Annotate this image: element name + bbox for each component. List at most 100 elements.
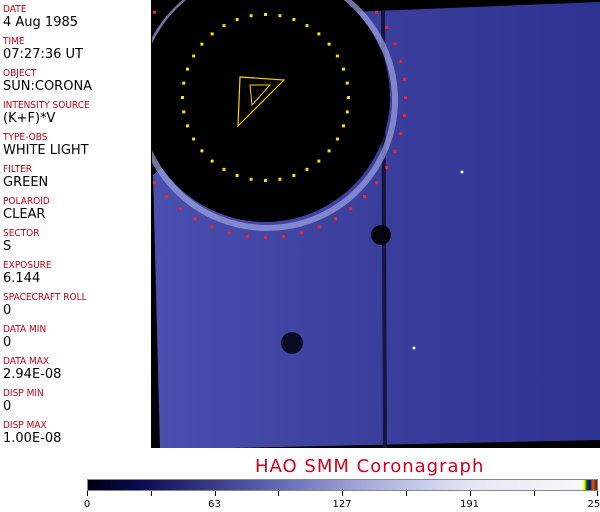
field-time: TIME 07:27:36 UT	[3, 36, 83, 62]
colorbar-tick-label: 0	[83, 499, 91, 510]
field-label: SPACECRAFT ROLL	[3, 292, 87, 303]
grid-dot	[245, 234, 249, 238]
grid-dot	[282, 234, 286, 238]
grid-dot	[399, 59, 403, 63]
grid-dot	[305, 167, 309, 171]
grid-dot	[349, 207, 353, 211]
colorbar-tick-label: 127	[332, 499, 352, 510]
field-date: DATE 4 Aug 1985	[3, 4, 78, 30]
field-label: DATA MIN	[3, 324, 47, 335]
grid-dot	[186, 124, 190, 128]
colorbar-tick	[533, 491, 535, 496]
grid-dot	[222, 24, 226, 28]
field-value: (K+F)*V	[3, 111, 56, 126]
grid-dot	[235, 18, 239, 22]
grid-dot	[327, 149, 331, 153]
metadata-panel: DATE 4 Aug 1985 TIME 07:27:36 UT OBJECT SUN:C…	[0, 0, 152, 448]
grid-dot	[200, 149, 204, 153]
field-label: TIME	[3, 36, 25, 47]
grid-dot	[341, 67, 345, 71]
colorbar	[87, 479, 598, 491]
grid-dot	[249, 14, 253, 18]
grid-dot	[404, 96, 407, 99]
grid-dot	[399, 132, 403, 136]
field-object: OBJECT SUN:CORONA	[3, 68, 92, 94]
field-value: 0	[3, 303, 12, 318]
grid-dot	[192, 137, 196, 141]
colorbar-tick	[150, 491, 152, 496]
grid-dot	[317, 159, 321, 163]
field-data-min: DATA MIN 0	[3, 324, 51, 350]
field-value: SUN:CORONA	[3, 79, 93, 94]
grid-dot	[182, 110, 186, 114]
grid-dot	[178, 207, 182, 211]
field-label: DISP MIN	[3, 388, 44, 399]
colorbar-tick-label: 63	[208, 499, 221, 510]
grid-dot	[317, 225, 321, 229]
field-label: DATA MAX	[3, 356, 50, 367]
coronagraph-image	[152, 0, 600, 448]
grid-dot	[152, 181, 156, 185]
grid-dot	[181, 96, 184, 99]
field-value: 0	[3, 335, 12, 350]
field-polaroid: POLAROID CLEAR	[3, 196, 55, 222]
grid-dot	[305, 24, 309, 28]
grid-dot	[402, 114, 406, 118]
colorbar-tick-label: 191	[459, 499, 480, 510]
field-label: FILTER	[3, 164, 33, 175]
field-value: 6.144	[3, 271, 41, 286]
field-label: SECTOR	[3, 228, 40, 239]
grid-dot	[385, 166, 389, 169]
grid-dot	[222, 167, 226, 171]
colorbar-tick	[214, 491, 216, 496]
grid-dot	[235, 173, 239, 177]
grid-dot	[210, 159, 214, 163]
field-label: DISP MAX	[3, 420, 47, 431]
field-value: 2.94E-08	[3, 367, 62, 382]
grid-dot	[335, 54, 339, 58]
field-type-obs: TYPE-OBS WHITE LIGHT	[3, 132, 89, 158]
field-value: 4 Aug 1985	[3, 15, 79, 30]
grid-dots	[152, 0, 407, 239]
grid-dot	[300, 231, 304, 235]
grid-dot	[393, 42, 397, 46]
field-value: 1.00E-08	[3, 431, 62, 446]
grid-dot	[249, 177, 253, 181]
grid-dot	[194, 217, 197, 221]
sector-marker-inner	[249, 84, 272, 107]
field-label: INTENSITY SOURCE	[3, 100, 90, 111]
field-value: CLEAR	[3, 207, 46, 222]
grid-dot	[278, 14, 282, 18]
grid-dot	[292, 18, 296, 22]
colorbar-tick	[87, 491, 88, 496]
field-intensity-source: INTENSITY SOURCE (K+F)*V	[3, 100, 99, 126]
grid-dot	[362, 194, 366, 198]
grid-dot	[345, 110, 349, 114]
field-data-max: DATA MAX 2.94E-08	[3, 356, 61, 382]
grid-dot	[182, 81, 186, 85]
grid-dot	[375, 10, 379, 14]
field-spacecraft-roll: SPACECRAFT ROLL 0	[3, 292, 96, 318]
field-filter: FILTER GREEN	[3, 164, 48, 190]
field-sector: SECTOR S	[3, 228, 44, 254]
grid-dot	[186, 67, 190, 71]
colorbar-tick	[469, 491, 471, 496]
colorbar-tick	[278, 491, 280, 496]
grid-dot	[402, 77, 406, 81]
grid-dot	[327, 42, 331, 46]
grid-dot	[264, 13, 267, 16]
field-label: POLAROID	[3, 196, 50, 207]
occulter-disk	[152, 0, 390, 222]
grid-dot	[292, 173, 296, 177]
grid-dot	[210, 32, 214, 36]
grid-dot	[264, 179, 267, 182]
grid-dot	[264, 236, 267, 239]
grid-dot	[393, 149, 397, 153]
grid-dot	[385, 26, 389, 29]
field-disp-min: DISP MIN 0	[3, 388, 48, 414]
grid-dot	[375, 181, 379, 185]
grid-dot	[345, 81, 349, 85]
grid-dot	[347, 96, 350, 99]
grid-dot	[210, 225, 214, 229]
field-value: GREEN	[3, 175, 49, 190]
